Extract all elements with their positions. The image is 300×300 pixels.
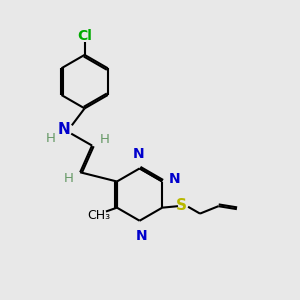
Text: N: N bbox=[135, 229, 147, 243]
Text: S: S bbox=[176, 198, 187, 213]
Text: H: H bbox=[46, 132, 56, 145]
Text: Cl: Cl bbox=[77, 29, 92, 44]
Text: N: N bbox=[57, 122, 70, 137]
Text: H: H bbox=[100, 133, 110, 146]
Text: H: H bbox=[63, 172, 73, 185]
Text: CH₃: CH₃ bbox=[88, 209, 111, 222]
Text: N: N bbox=[169, 172, 180, 185]
Text: N: N bbox=[132, 147, 144, 161]
